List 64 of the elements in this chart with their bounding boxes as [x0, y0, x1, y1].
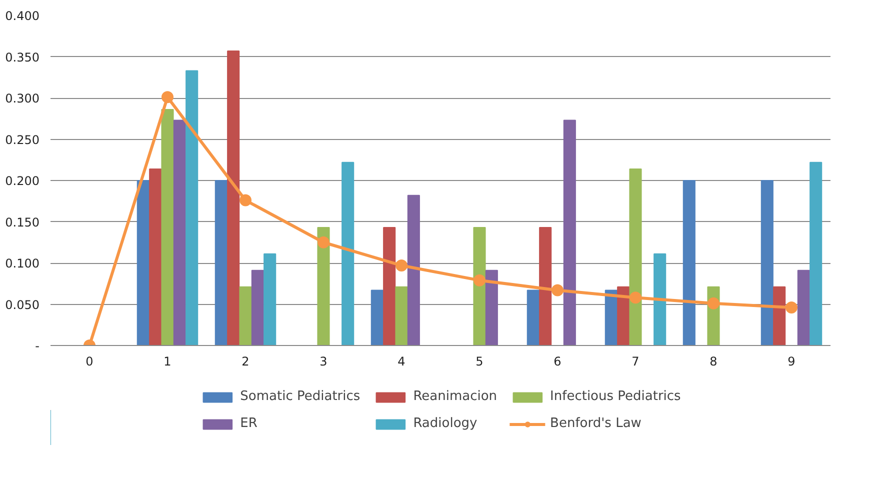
bar	[629, 168, 642, 346]
bar	[161, 109, 174, 346]
legend-label: Benford's Law	[550, 416, 642, 431]
bar	[563, 120, 576, 346]
legend-label: Infectious Pediatrics	[550, 389, 681, 404]
point	[318, 236, 330, 248]
x-tick-label: 5	[476, 354, 484, 368]
bar	[797, 270, 810, 346]
point	[786, 302, 798, 314]
x-tick-label: 0	[86, 354, 94, 368]
bar	[604, 290, 618, 346]
x-tick-label: 1	[164, 354, 172, 368]
x-tick-label: 6	[554, 354, 562, 368]
bar	[251, 270, 264, 346]
y-tick-label: 0.050	[5, 298, 40, 312]
x-tick-label: 9	[788, 354, 796, 368]
x-tick-label: 7	[632, 354, 640, 368]
point	[162, 91, 174, 104]
bar	[227, 50, 240, 346]
bar	[395, 286, 408, 346]
y-tick-label: 0.400	[5, 9, 40, 23]
y-tick-label: 0.200	[5, 174, 40, 188]
bar	[317, 227, 330, 346]
y-tick-label: 0.250	[5, 132, 40, 147]
bar	[342, 162, 354, 346]
bar	[473, 227, 486, 346]
x-tick-label: 4	[398, 354, 406, 368]
bar	[682, 180, 696, 346]
point	[552, 284, 564, 296]
y-tick-label: 0.300	[5, 92, 40, 106]
x-tick-label: 3	[320, 354, 328, 368]
bar	[760, 180, 774, 346]
bar	[810, 162, 822, 346]
y-tick-label: 0.350	[5, 50, 40, 64]
bar	[539, 227, 552, 346]
bar	[239, 286, 252, 346]
legend-label: Somatic Pediatrics	[240, 389, 360, 404]
bar	[617, 286, 630, 346]
legend-label: Reanimacion	[413, 389, 498, 404]
bar	[485, 270, 498, 346]
y-tick-label: 0.150	[5, 215, 40, 230]
bar	[173, 120, 186, 346]
point	[240, 194, 252, 206]
y-tick-label: -	[35, 339, 40, 353]
bar	[264, 253, 276, 346]
bar	[773, 286, 786, 346]
bar	[383, 227, 396, 346]
bar	[526, 290, 540, 346]
bar	[370, 290, 384, 346]
bar	[654, 253, 666, 346]
bar	[186, 70, 198, 346]
point	[474, 274, 486, 286]
bar	[136, 180, 150, 346]
y-tick-label: 0.100	[5, 256, 40, 270]
x-tick-label: 8	[710, 354, 718, 368]
legend-label: ER	[240, 416, 258, 431]
point	[630, 292, 642, 304]
bar	[214, 180, 228, 346]
x-tick-label: 2	[242, 354, 250, 368]
point	[396, 259, 408, 272]
bar	[407, 194, 420, 346]
legend-label: Radiology	[413, 416, 478, 431]
bar	[149, 168, 162, 346]
point	[708, 297, 720, 310]
